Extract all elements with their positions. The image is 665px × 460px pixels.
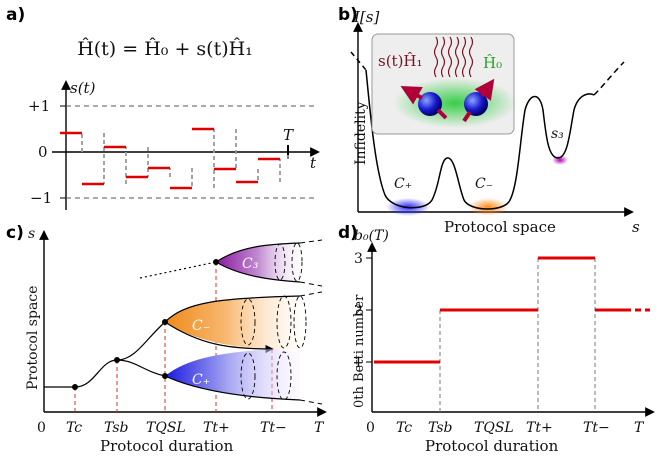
- panel-c-tick-tqsl: TQSL: [146, 420, 186, 436]
- branch-c3-label: C₃: [242, 256, 259, 272]
- panel-c-tick-tc: Tc: [66, 420, 82, 436]
- branch-c-minus-slice: [276, 295, 292, 349]
- panel-a-xlabel: t: [310, 154, 317, 172]
- protocol-steps: [60, 127, 289, 190]
- panel-d-ylabel: 0th Betti number: [352, 294, 367, 408]
- panel-d-label: d): [338, 223, 358, 243]
- panel-d-tick-tc: Tc: [396, 420, 412, 436]
- spin-arrow-right: [474, 78, 495, 101]
- spin-tail-left: [436, 108, 448, 120]
- branch-c-minus-ext: [299, 291, 323, 297]
- branch-c-minus-bottom: [164, 321, 274, 354]
- branch-c3-slice: [274, 243, 286, 281]
- t-marker-label: T: [283, 126, 294, 144]
- tick-label-minus-one: −1: [30, 189, 52, 207]
- spin-arrow-left: [400, 86, 423, 105]
- panel-d-ytick-1: 1: [354, 355, 363, 371]
- static-hamiltonian-label: Ĥ₀: [483, 54, 502, 72]
- betti-steps: [374, 256, 650, 364]
- branch-c-plus-ext: [299, 399, 323, 405]
- curve-dash-right: [593, 61, 625, 96]
- panel-c: c) s Protocol space C₃ C₋: [6, 223, 327, 455]
- panel-d-tick-tqsl: TQSL: [474, 420, 514, 436]
- hamiltonian-equation: Ĥ(t) = Ĥ₀ + s(t)Ĥ₁: [77, 37, 253, 60]
- branch-c-plus-slice: [240, 352, 256, 400]
- panel-b-xlabel: Protocol space: [444, 218, 556, 236]
- branch-c-plus-bottom: [164, 375, 301, 401]
- panel-d-tick-0: 0: [366, 420, 375, 436]
- panel-a-ylabel: s(t): [70, 79, 96, 97]
- protocol-trunk: [44, 321, 166, 388]
- panel-d-step-guides: [439, 258, 596, 412]
- panel-d-ytick-3: 3: [354, 251, 363, 267]
- panel-c-tick-t: T: [314, 420, 325, 436]
- tick-label-plus-one: +1: [28, 97, 50, 115]
- drive-waves: [433, 36, 474, 78]
- tick-label-zero: 0: [38, 143, 48, 161]
- branch-c-minus-slice: [293, 295, 307, 349]
- label-c-plus: C₊: [394, 176, 412, 192]
- panel-d-ytop: b₀(T): [354, 228, 389, 244]
- panel-a-label: a): [6, 5, 25, 25]
- c-minus-glow: [468, 198, 508, 216]
- panel-b-ylabel: I[s]: [353, 8, 379, 26]
- protocol-connectors: [81, 129, 289, 188]
- panel-d-tick-tsb: Tsb: [428, 420, 453, 436]
- panel-c-tick-0: 0: [37, 420, 46, 436]
- branch-c-plus-slice: [276, 351, 292, 401]
- drive-hamiltonian-label: s(t)Ĥ₁: [378, 52, 423, 70]
- panel-d-tick-ttminus: Tt−: [583, 420, 610, 436]
- node-tqsl-lower: [162, 373, 168, 379]
- panel-b-label: b): [338, 5, 358, 25]
- panel-b: b) I[s] Infidelity Protocol space s C₊ C…: [338, 5, 640, 236]
- panel-c-ylabel: Protocol space: [25, 286, 41, 390]
- panel-d-tick-ttplus: Tt+: [526, 420, 553, 436]
- panel-d-tick-t: T: [634, 420, 645, 436]
- branch-c-minus-top: [164, 295, 301, 323]
- branch-c-plus-label: C₊: [192, 372, 210, 388]
- branch-c3-ext: [299, 239, 323, 287]
- spin-tail-right: [462, 110, 472, 123]
- branch-c3-dotted: [139, 261, 217, 279]
- branch-c3-slice: [291, 242, 303, 282]
- node-tc: [72, 384, 78, 390]
- curve-dash-left: [350, 51, 367, 71]
- infidelity-curve: [365, 69, 595, 210]
- panel-d: d) b₀(T) 0th Betti number 1 2 3 0 Tc Tsb: [338, 223, 655, 455]
- branch-c3-fill: [216, 243, 300, 282]
- panel-c-yaxis-s: s: [28, 226, 35, 242]
- node-tsb: [114, 357, 120, 363]
- label-c-minus: C₋: [475, 176, 493, 192]
- panel-c-xlabel: Protocol duration: [100, 437, 234, 455]
- panel-c-tick-ttminus: Tt−: [260, 420, 287, 436]
- panel-d-ytick-2: 2: [354, 303, 363, 319]
- label-s3: s₃: [551, 126, 564, 142]
- inset-illustration: s(t)Ĥ₁ Ĥ₀: [371, 33, 517, 135]
- panel-c-tick-ttplus: Tt+: [203, 420, 230, 436]
- node-tqsl-upper: [162, 319, 168, 325]
- particle-left: [418, 92, 442, 116]
- branch-c3-bottom: [215, 261, 301, 283]
- branch-c3-top: [215, 242, 301, 263]
- interaction-cloud: [393, 78, 517, 128]
- panel-a: a) Ĥ(t) = Ĥ₀ + s(t)Ĥ₁ s(t) t +1 0 −1 T: [6, 5, 320, 210]
- infidelity-axis-title: Infidelity: [353, 101, 369, 165]
- node-tt-plus: [213, 259, 219, 265]
- panel-c-label: c): [6, 223, 24, 243]
- branch-c-minus-fill: [165, 296, 300, 350]
- branch-c-minus-slice: [240, 298, 256, 346]
- panel-b-x-end: s: [632, 218, 640, 236]
- panel-c-tick-tsb: Tsb: [104, 420, 129, 436]
- panel-d-xlabel: Protocol duration: [425, 437, 559, 455]
- branch-c-minus-label: C₋: [192, 318, 210, 334]
